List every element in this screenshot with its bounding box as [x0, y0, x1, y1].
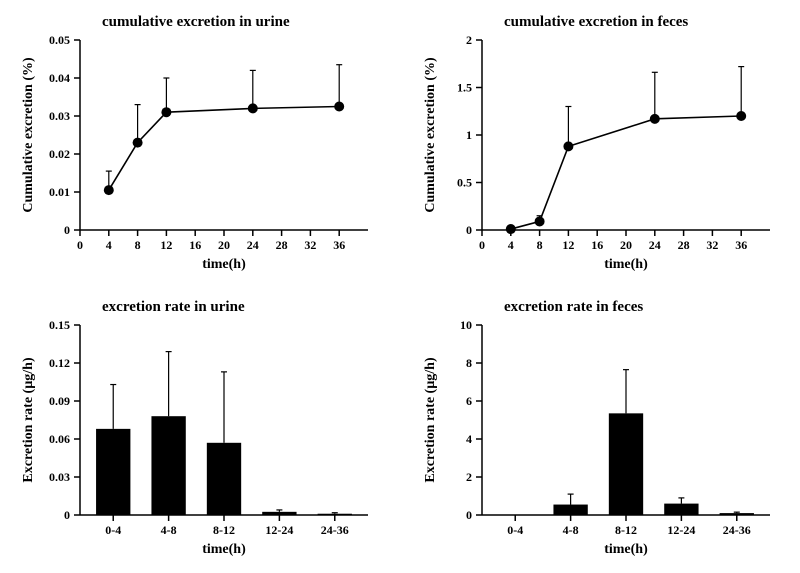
svg-text:16: 16 — [189, 238, 201, 252]
svg-urine-line: 0 4 8 12 16 20 24 28 32 36 0 0.01 0.02 0.03 0.04 0.05 ti… — [12, 12, 386, 274]
svg-text:0.09: 0.09 — [49, 394, 70, 408]
svg-text:8: 8 — [537, 238, 543, 252]
svg-text:time(h): time(h) — [604, 257, 648, 272]
panel-feces-bar: excretion rate in feces 0-4 4-8 8-12 12-24 2… — [414, 297, 788, 562]
charts-grid: cumulative excretion in urine 0481216202… — [12, 12, 788, 561]
title-urine-bar: excretion rate in urine — [102, 299, 245, 316]
svg-text:0: 0 — [64, 223, 70, 237]
svg-text:24-36: 24-36 — [321, 523, 349, 537]
svg-urine-bar: 0-4 4-8 8-12 12-24 24-36 0 0.03 0.06 0.09 0.12 0.1… — [12, 297, 386, 559]
panel-urine-bar: excretion rate in urine 0-4 4-8 8-12 12-24 2… — [12, 297, 386, 562]
panel-feces-line: cumulative excretion in feces 0481216202… — [414, 12, 788, 277]
svg-text:0-4: 0-4 — [105, 523, 121, 537]
svg-text:12: 12 — [562, 238, 574, 252]
svg-text:0.06: 0.06 — [49, 432, 70, 446]
svg-text:4-8: 4-8 — [161, 523, 177, 537]
svg-text:0: 0 — [479, 238, 485, 252]
svg-text:8: 8 — [135, 238, 141, 252]
svg-text:28: 28 — [276, 238, 288, 252]
svg-text:4-8: 4-8 — [563, 523, 579, 537]
svg-feces-line: 0 4 8 12 16 20 24 28 32 36 0 0.5 1 1.5 2 time(h) Cumulat… — [414, 12, 788, 274]
svg-text:4: 4 — [508, 238, 514, 252]
svg-text:32: 32 — [304, 238, 316, 252]
panel-urine-line: cumulative excretion in urine 0 4 8 12 16 20 2… — [12, 12, 386, 277]
svg-text:0.5: 0.5 — [457, 176, 472, 190]
svg-text:6: 6 — [466, 394, 472, 408]
svg-text:24-36: 24-36 — [723, 523, 751, 537]
svg-text:4: 4 — [466, 432, 472, 446]
svg-text:0-4: 0-4 — [507, 523, 523, 537]
svg-text:time(h): time(h) — [202, 257, 246, 272]
svg-text:36: 36 — [333, 238, 345, 252]
svg-text:24: 24 — [247, 238, 259, 252]
svg-text:8-12: 8-12 — [213, 523, 235, 537]
svg-text:10: 10 — [460, 318, 472, 332]
svg-text:0.04: 0.04 — [49, 71, 70, 85]
svg-text:0: 0 — [466, 223, 472, 237]
svg-text:0: 0 — [64, 508, 70, 522]
svg-text:2: 2 — [466, 470, 472, 484]
svg-text:0.15: 0.15 — [49, 318, 70, 332]
svg-text:time(h): time(h) — [202, 542, 246, 557]
svg-text:1.5: 1.5 — [457, 81, 472, 95]
svg-text:Excretion rate (µg/h): Excretion rate (µg/h) — [21, 357, 36, 483]
svg-text:12-24: 12-24 — [265, 523, 293, 537]
svg-text:1: 1 — [466, 128, 472, 142]
svg-text:0: 0 — [466, 508, 472, 522]
svg-text:36: 36 — [735, 238, 747, 252]
title-urine-line: cumulative excretion in urine — [102, 14, 290, 31]
svg-text:12: 12 — [160, 238, 172, 252]
title-feces-line: cumulative excretion in feces — [504, 14, 688, 31]
svg-feces-bar: 0-4 4-8 8-12 12-24 24-36 0 2 4 6 8 10 time(h) Excret… — [414, 297, 788, 559]
svg-text:0.01: 0.01 — [49, 185, 70, 199]
svg-text:16: 16 — [591, 238, 603, 252]
svg-text:Cumulative excretion (%): Cumulative excretion (%) — [21, 57, 36, 213]
svg-text:time(h): time(h) — [604, 542, 648, 557]
svg-text:0.12: 0.12 — [49, 356, 70, 370]
svg-text:Cumulative excretion (%): Cumulative excretion (%) — [423, 57, 438, 213]
svg-text:28: 28 — [678, 238, 690, 252]
svg-text:0: 0 — [77, 238, 83, 252]
svg-text:8: 8 — [466, 356, 472, 370]
svg-text:20: 20 — [620, 238, 632, 252]
svg-text:0.03: 0.03 — [49, 470, 70, 484]
svg-text:0.02: 0.02 — [49, 147, 70, 161]
svg-text:4: 4 — [106, 238, 112, 252]
svg-text:0.03: 0.03 — [49, 109, 70, 123]
title-feces-bar: excretion rate in feces — [504, 299, 643, 316]
svg-text:2: 2 — [466, 33, 472, 47]
svg-text:32: 32 — [706, 238, 718, 252]
svg-text:8-12: 8-12 — [615, 523, 637, 537]
svg-text:24: 24 — [649, 238, 661, 252]
svg-text:20: 20 — [218, 238, 230, 252]
svg-text:12-24: 12-24 — [667, 523, 695, 537]
svg-text:0.05: 0.05 — [49, 33, 70, 47]
svg-text:Excretion rate (µg/h): Excretion rate (µg/h) — [423, 357, 438, 483]
